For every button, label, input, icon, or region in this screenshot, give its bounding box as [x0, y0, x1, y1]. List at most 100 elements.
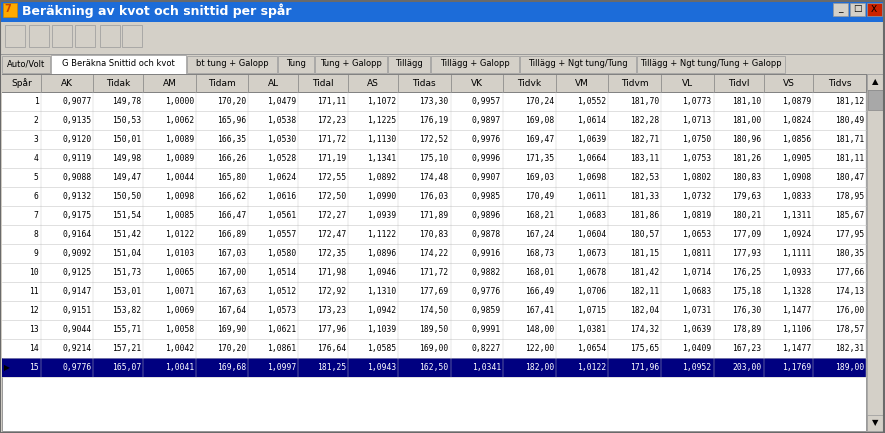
Text: 11: 11: [29, 287, 39, 296]
Text: 175,65: 175,65: [630, 344, 659, 353]
Text: 177,66: 177,66: [835, 268, 864, 277]
Text: AM: AM: [163, 78, 176, 87]
Text: 171,72: 171,72: [317, 135, 346, 144]
Text: 12: 12: [29, 306, 39, 315]
Bar: [5, 25, 25, 47]
Text: 1,0409: 1,0409: [682, 344, 712, 353]
Text: 14: 14: [29, 344, 39, 353]
Text: 1,1039: 1,1039: [366, 325, 396, 334]
Text: 0,9132: 0,9132: [62, 192, 91, 201]
Text: 170,83: 170,83: [419, 230, 449, 239]
Text: 166,89: 166,89: [217, 230, 246, 239]
Text: 175,18: 175,18: [732, 287, 761, 296]
Text: 1,0062: 1,0062: [165, 116, 194, 125]
Text: 171,72: 171,72: [419, 268, 449, 277]
Bar: [867, 74, 884, 431]
Text: 0,9896: 0,9896: [472, 211, 501, 220]
Text: Tidal: Tidal: [312, 78, 334, 87]
Text: 1,0773: 1,0773: [682, 97, 712, 106]
Text: 165,07: 165,07: [112, 363, 142, 372]
Bar: [2, 206, 866, 225]
Text: 0,9044: 0,9044: [62, 325, 91, 334]
Text: 165,80: 165,80: [217, 173, 246, 182]
Bar: [2, 149, 866, 168]
Bar: [2, 263, 866, 282]
Text: 0,9878: 0,9878: [472, 230, 501, 239]
Text: 0,9996: 0,9996: [472, 154, 501, 163]
Text: AK: AK: [61, 78, 73, 87]
Text: 1,0122: 1,0122: [577, 363, 606, 372]
Bar: [520, 56, 636, 73]
Text: 1,0856: 1,0856: [782, 135, 812, 144]
Text: 0,9164: 0,9164: [62, 230, 91, 239]
Text: 3: 3: [34, 135, 39, 144]
Text: 172,23: 172,23: [317, 116, 346, 125]
Text: 1,0614: 1,0614: [577, 116, 606, 125]
Text: 172,55: 172,55: [317, 173, 346, 182]
Text: 168,73: 168,73: [525, 249, 554, 258]
Text: 1,0528: 1,0528: [267, 154, 296, 163]
Text: 169,47: 169,47: [525, 135, 554, 144]
Text: 171,98: 171,98: [317, 268, 346, 277]
Text: VS: VS: [782, 78, 795, 87]
Text: 9: 9: [34, 249, 39, 258]
Bar: [2, 56, 50, 73]
Text: 0,9882: 0,9882: [472, 268, 501, 277]
Text: 1,0122: 1,0122: [165, 230, 194, 239]
Text: 1,0381: 1,0381: [577, 325, 606, 334]
Text: 1,0069: 1,0069: [165, 306, 194, 315]
Bar: [2, 111, 866, 130]
Text: 166,26: 166,26: [217, 154, 246, 163]
Text: 1,0573: 1,0573: [267, 306, 296, 315]
Text: 0,9776: 0,9776: [472, 287, 501, 296]
Text: 13: 13: [29, 325, 39, 334]
Text: 181,70: 181,70: [630, 97, 659, 106]
Text: 151,54: 151,54: [112, 211, 142, 220]
Text: 1,0042: 1,0042: [165, 344, 194, 353]
Text: 182,53: 182,53: [630, 173, 659, 182]
Text: 174,50: 174,50: [419, 306, 449, 315]
Text: 172,35: 172,35: [317, 249, 346, 258]
Text: 180,83: 180,83: [732, 173, 761, 182]
Text: 0,9125: 0,9125: [62, 268, 91, 277]
Text: 203,00: 203,00: [732, 363, 761, 372]
Text: 2: 2: [34, 116, 39, 125]
Bar: [29, 25, 49, 47]
Text: 172,92: 172,92: [317, 287, 346, 296]
Text: 1,0611: 1,0611: [577, 192, 606, 201]
Text: 15: 15: [29, 363, 39, 372]
Text: G Beräkna Snittid och kvot: G Beräkna Snittid och kvot: [62, 59, 174, 68]
Text: 167,41: 167,41: [525, 306, 554, 315]
Text: Tidam: Tidam: [208, 78, 236, 87]
Text: 1,0512: 1,0512: [267, 287, 296, 296]
Text: 1,0924: 1,0924: [782, 230, 812, 239]
Text: 1,0552: 1,0552: [577, 97, 606, 106]
Text: 168,01: 168,01: [525, 268, 554, 277]
Bar: [51, 55, 186, 74]
Text: 175,10: 175,10: [419, 154, 449, 163]
Text: 1,0664: 1,0664: [577, 154, 606, 163]
Text: 1,0514: 1,0514: [267, 268, 296, 277]
Text: 0,9859: 0,9859: [472, 306, 501, 315]
Text: 1,1130: 1,1130: [366, 135, 396, 144]
Text: 0,9976: 0,9976: [472, 135, 501, 144]
Text: 182,04: 182,04: [630, 306, 659, 315]
Text: 179,63: 179,63: [732, 192, 761, 201]
Text: 180,49: 180,49: [835, 116, 864, 125]
Text: 172,52: 172,52: [419, 135, 449, 144]
Bar: [100, 25, 120, 47]
Text: 167,03: 167,03: [217, 249, 246, 258]
Text: 1,0654: 1,0654: [577, 344, 606, 353]
Text: 5: 5: [34, 173, 39, 182]
Text: 167,24: 167,24: [525, 230, 554, 239]
Text: 0,9092: 0,9092: [62, 249, 91, 258]
Text: 181,15: 181,15: [630, 249, 659, 258]
Text: 1,1477: 1,1477: [782, 306, 812, 315]
Text: 1,0621: 1,0621: [267, 325, 296, 334]
Text: 1,0879: 1,0879: [782, 97, 812, 106]
Text: 1,1477: 1,1477: [782, 344, 812, 353]
Text: 166,35: 166,35: [217, 135, 246, 144]
Text: 122,00: 122,00: [525, 344, 554, 353]
Bar: [0, 0, 885, 22]
Bar: [2, 339, 866, 358]
